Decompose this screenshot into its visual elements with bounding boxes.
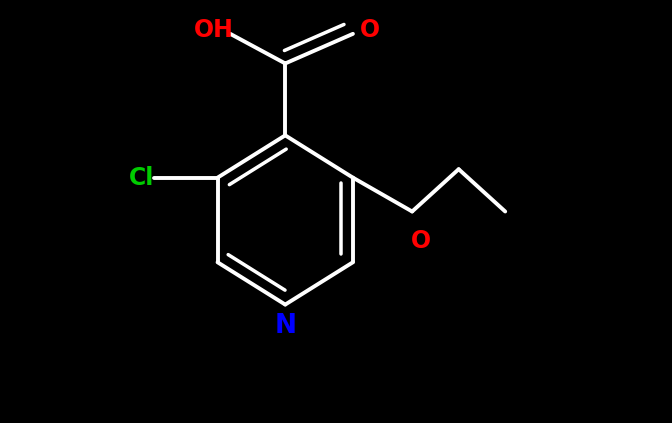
Text: OH: OH xyxy=(194,18,233,41)
Text: N: N xyxy=(274,313,296,339)
Text: O: O xyxy=(360,18,380,41)
Text: Cl: Cl xyxy=(129,166,154,190)
Text: O: O xyxy=(411,229,431,253)
